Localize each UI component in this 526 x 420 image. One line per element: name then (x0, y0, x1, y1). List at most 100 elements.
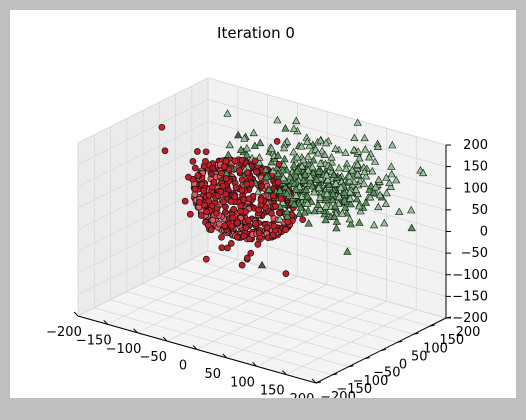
x-tick-mark (281, 370, 287, 375)
y-tick-label: 50 (411, 349, 428, 364)
z-tick-label: −100 (452, 268, 488, 283)
red-point (221, 209, 229, 216)
y-tick-label: −200 (320, 390, 356, 398)
y-tick-mark (364, 357, 370, 360)
red-point (205, 197, 213, 205)
green-point (249, 128, 258, 137)
x-tick-mark (162, 336, 168, 342)
red-outlier-point (273, 138, 281, 145)
red-point (220, 163, 228, 171)
red-point (221, 222, 229, 230)
green-point (261, 165, 270, 173)
green-point (345, 176, 354, 185)
green-point (300, 208, 309, 216)
green-point (323, 175, 332, 183)
green-point (359, 179, 369, 187)
red-point (282, 270, 290, 277)
green-point (322, 189, 332, 198)
red-point (237, 207, 244, 215)
green-point (316, 159, 325, 167)
red-point (222, 175, 230, 182)
green-point (395, 207, 404, 215)
green-outlier-point (257, 260, 267, 269)
red-point (242, 224, 250, 232)
green-point (392, 175, 401, 184)
green-point (279, 173, 288, 182)
red-point (253, 168, 260, 176)
green-point (360, 133, 369, 142)
red-point (240, 232, 248, 240)
green-point (345, 214, 354, 223)
green-point (303, 199, 312, 207)
green-point (361, 198, 371, 206)
green-point (275, 186, 284, 194)
green-point (303, 166, 313, 174)
green-point (297, 162, 307, 170)
green-point (275, 214, 285, 223)
x-tick-label: −100 (106, 342, 142, 357)
green-point (315, 204, 325, 212)
red-point (277, 195, 285, 203)
green-point (312, 175, 321, 183)
green-point (366, 192, 375, 201)
green-point (322, 170, 331, 179)
red-point (255, 206, 262, 214)
green-point (387, 169, 396, 178)
green-point (345, 171, 354, 180)
red-point (275, 209, 283, 217)
red-point (210, 178, 218, 186)
green-point (321, 202, 331, 210)
green-point (340, 188, 349, 196)
green-point (303, 152, 313, 160)
green-point (296, 203, 305, 211)
z-tick-label: −50 (461, 246, 488, 261)
green-point (355, 153, 364, 162)
green-point (264, 185, 274, 193)
green-point (282, 189, 292, 197)
red-point (231, 193, 239, 201)
green-point (314, 200, 323, 208)
green-point (332, 217, 341, 225)
red-point (282, 226, 290, 234)
red-point (263, 224, 271, 232)
red-point (191, 185, 199, 193)
y-tick-label: 100 (423, 341, 448, 356)
green-point (267, 157, 276, 166)
green-point (253, 187, 263, 196)
green-point (334, 199, 343, 207)
x-tick-mark (192, 345, 198, 350)
green-point (310, 187, 319, 196)
red-point (218, 169, 225, 177)
red-point (194, 148, 201, 155)
green-point (329, 170, 338, 178)
green-point (341, 148, 350, 156)
y-tick-label: −150 (336, 382, 372, 397)
red-point (233, 233, 241, 241)
green-point (342, 164, 351, 172)
green-point (338, 209, 347, 217)
red-point (181, 197, 189, 205)
green-point (301, 170, 310, 178)
red-point (228, 222, 236, 230)
green-point (297, 142, 306, 150)
red-point (243, 254, 251, 262)
red-point (230, 205, 238, 213)
z-tick-label: −150 (452, 289, 488, 304)
red-point (244, 217, 252, 224)
red-point (227, 198, 235, 205)
green-point (299, 176, 308, 184)
y-tick-mark (380, 349, 387, 351)
scatter-points (158, 109, 428, 277)
green-point (354, 201, 364, 210)
x-tick-label: 0 (179, 359, 187, 374)
red-point (274, 178, 282, 186)
green-point (289, 124, 299, 132)
green-point (346, 219, 356, 228)
green-point (373, 142, 383, 150)
green-point (366, 181, 376, 190)
green-point (308, 181, 317, 190)
green-point (331, 144, 340, 152)
red-point (270, 222, 278, 230)
y-tick-mark (348, 365, 354, 368)
green-point (374, 175, 383, 183)
